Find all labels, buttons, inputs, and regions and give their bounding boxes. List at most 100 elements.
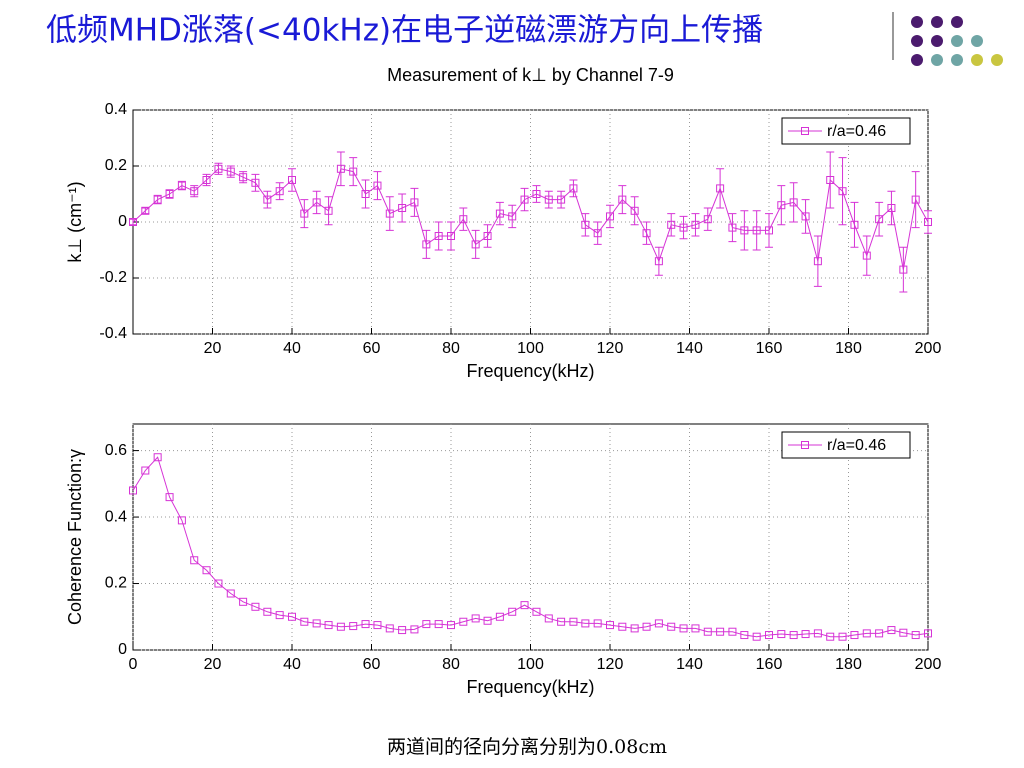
error-bar (850, 201, 859, 248)
error-bar (312, 190, 321, 215)
error-bar (471, 229, 480, 259)
data-point (752, 226, 761, 235)
data-point (251, 602, 260, 611)
data-point (373, 181, 382, 190)
x-tick-label: 140 (676, 656, 703, 673)
error-bar (251, 173, 260, 192)
error-bar (447, 221, 455, 251)
legend-marker (801, 127, 809, 135)
data-point (899, 628, 908, 637)
y-tick-label: 0.4 (105, 508, 127, 525)
data-point (471, 240, 480, 249)
x-tick-label: 180 (835, 656, 862, 673)
data-point (838, 187, 847, 196)
error-bar (716, 168, 725, 209)
data-point (324, 621, 333, 630)
error-bar (520, 187, 529, 212)
error-bar (838, 157, 847, 226)
data-point (141, 466, 150, 475)
error-bar (826, 151, 835, 209)
error-bar (165, 189, 174, 199)
data-point (129, 218, 137, 226)
x-tick-label: 40 (283, 340, 301, 357)
data-point (924, 218, 932, 226)
x-axis-label: Frequency(kHz) (466, 677, 594, 697)
error-bar (177, 180, 186, 191)
data-point (728, 627, 737, 636)
x-tick-label: 120 (597, 656, 624, 673)
data-point (544, 614, 553, 623)
error-bar (618, 185, 627, 215)
data-point (777, 201, 786, 210)
x-tick-label: 0 (129, 656, 138, 673)
error-bar (691, 213, 700, 237)
data-point (495, 612, 504, 621)
data-point (141, 206, 150, 215)
error-bar (288, 168, 296, 192)
legend-label: r/a=0.46 (827, 437, 886, 454)
data-point (177, 516, 186, 525)
data-point (862, 251, 871, 260)
data-point (642, 622, 651, 631)
data-point (728, 223, 737, 232)
data-point (740, 226, 749, 235)
x-tick-label: 80 (442, 656, 460, 673)
data-point (263, 607, 272, 616)
error-bar (544, 190, 553, 209)
data-point (630, 624, 639, 633)
data-point (765, 631, 773, 640)
data-point (300, 617, 309, 626)
footer-note: 两道间的径向分离分别为0.08cm (387, 736, 667, 758)
data-point (606, 212, 614, 221)
data-point (349, 622, 358, 631)
error-bar (324, 196, 333, 226)
error-bar (899, 246, 908, 293)
data-point (214, 579, 223, 588)
data-point (508, 607, 517, 616)
error-bar (679, 215, 688, 240)
x-tick-label: 60 (363, 656, 381, 673)
data-point (410, 625, 419, 634)
x-tick-label: 20 (204, 656, 222, 673)
error-bar (606, 204, 614, 229)
data-point (422, 240, 431, 249)
data-point (288, 612, 296, 621)
data-point (532, 607, 541, 616)
x-tick-label: 200 (915, 340, 942, 357)
data-point (361, 620, 370, 629)
x-tick-label: 80 (442, 340, 460, 357)
data-point (153, 453, 162, 462)
data-point (288, 176, 296, 184)
data-point (226, 167, 235, 176)
data-point (716, 184, 725, 193)
data-point (471, 614, 480, 623)
data-point (813, 629, 822, 638)
data-point (911, 195, 920, 204)
data-point (398, 626, 407, 635)
error-bar (654, 246, 663, 276)
data-point (801, 630, 810, 639)
error-bar (752, 210, 761, 251)
data-point (483, 616, 492, 625)
data-point (899, 265, 908, 274)
data-point (789, 631, 798, 640)
data-point (495, 209, 504, 218)
data-point (544, 195, 553, 204)
data-point (618, 195, 627, 204)
data-point (398, 204, 407, 212)
y-tick-label: 0 (118, 213, 127, 230)
data-point (361, 190, 370, 198)
data-point (679, 624, 688, 633)
error-bar (924, 210, 932, 234)
data-point (887, 204, 896, 212)
data-point (581, 220, 590, 229)
data-point (618, 622, 627, 631)
x-tick-label: 40 (283, 656, 301, 673)
error-bar (801, 199, 810, 234)
data-point (691, 220, 700, 229)
x-tick-label: 180 (835, 340, 862, 357)
data-point (336, 622, 345, 631)
data-point (373, 621, 382, 630)
error-bar (728, 213, 737, 243)
